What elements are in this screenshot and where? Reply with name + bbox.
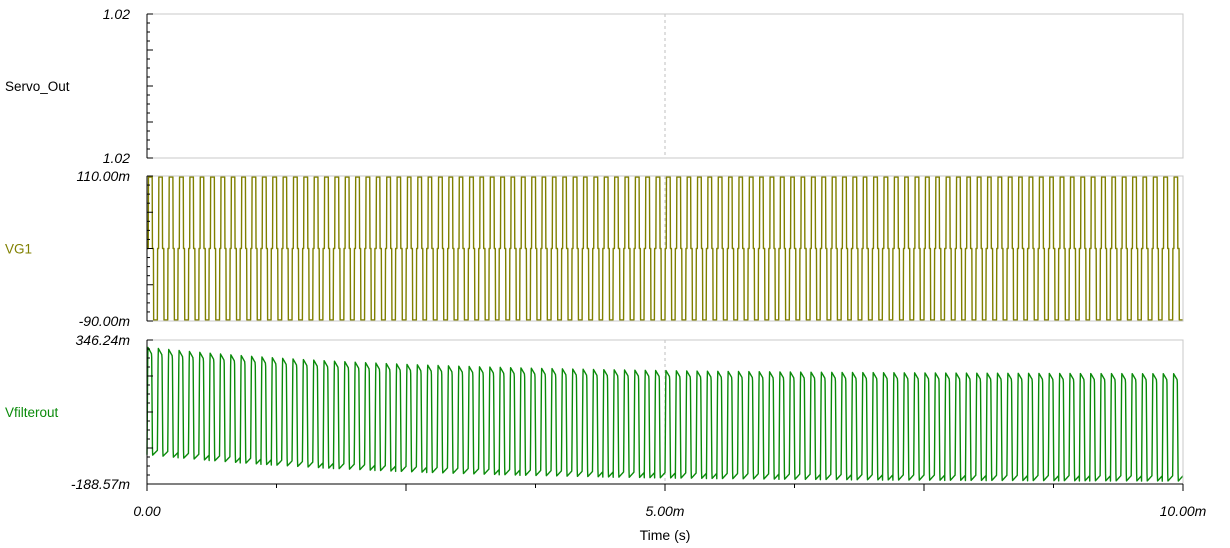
trace-layer	[146, 176, 1184, 482]
panel-label-vg1: VG1	[5, 242, 32, 257]
panel-label-vfilterout: Vfilterout	[5, 405, 59, 420]
y-tick-label: 110.00m	[77, 168, 131, 184]
y-tick-label: 346.24m	[76, 332, 131, 348]
frame-layer	[146, 13, 1184, 491]
text-layer: 1.02 1.02 Servo_Out 110.00m -90.00m VG1 346.24…	[5, 6, 1207, 543]
series-line-vfilterout	[146, 346, 1184, 482]
y-tick-label: 1.02	[103, 150, 130, 166]
x-tick-label: 10.00m	[1160, 503, 1207, 519]
y-tick-label: 1.02	[103, 6, 130, 22]
x-tick-label: 5.00m	[646, 503, 685, 519]
x-axis-label: Time (s)	[640, 527, 691, 543]
series-line-vg1	[146, 176, 1184, 321]
y-tick-label: -188.57m	[71, 476, 130, 492]
y-tick-label: -90.00m	[79, 313, 131, 329]
x-tick-label: 0.00	[133, 503, 160, 519]
panel-label-servo_out: Servo_Out	[5, 79, 70, 94]
